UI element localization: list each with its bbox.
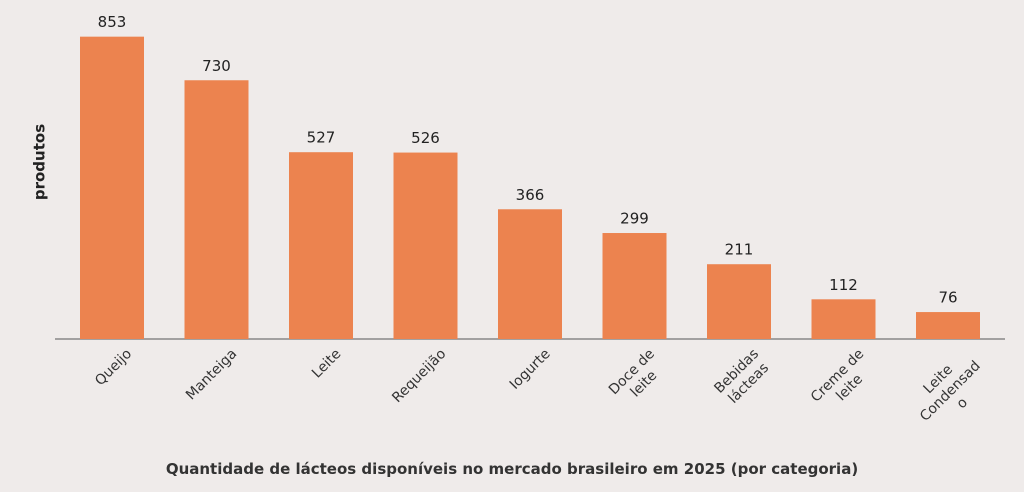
x-axis-title: Quantidade de lácteos disponíveis no mer… <box>165 460 859 478</box>
value-label: 211 <box>725 241 754 259</box>
bar <box>393 152 458 339</box>
bar <box>80 36 144 340</box>
value-label: 526 <box>411 129 440 147</box>
bar <box>498 209 562 339</box>
value-label: 366 <box>516 186 545 204</box>
bar <box>289 152 353 339</box>
bar <box>707 264 771 339</box>
bar <box>602 233 667 339</box>
bar <box>916 312 980 339</box>
value-label: 112 <box>829 276 858 294</box>
value-label: 730 <box>202 57 231 75</box>
bar <box>184 80 249 339</box>
value-label: 299 <box>620 210 649 228</box>
value-label: 853 <box>98 13 127 31</box>
bar <box>811 299 876 339</box>
y-axis-label: produtos <box>31 124 49 200</box>
value-label: 527 <box>307 129 336 147</box>
value-label: 76 <box>938 289 957 307</box>
